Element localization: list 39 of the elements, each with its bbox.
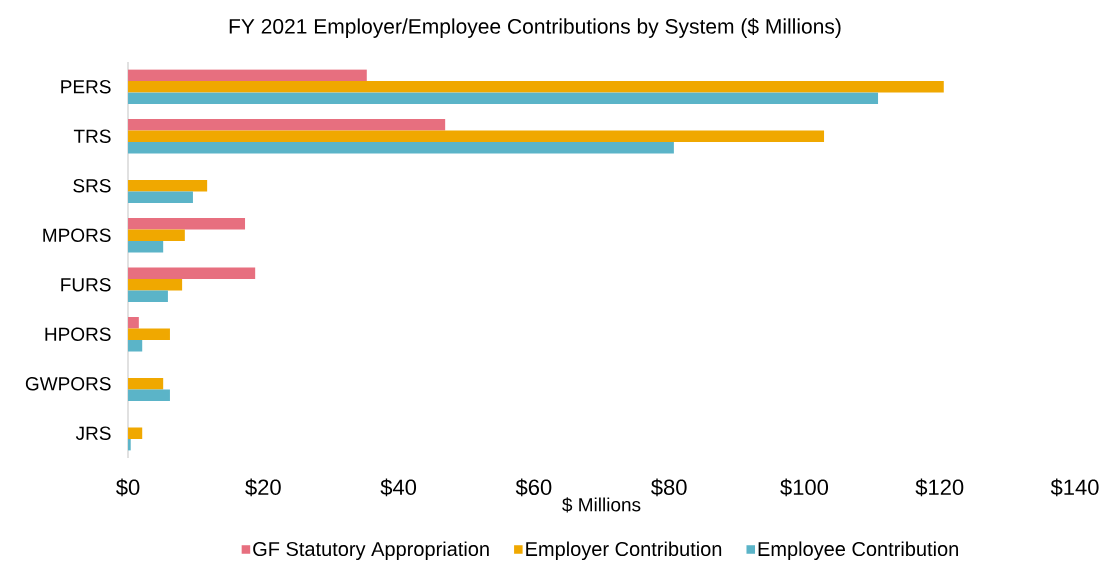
x-axis-title: $ Millions: [562, 497, 641, 513]
x-tick-label: $140: [1050, 478, 1099, 497]
x-tick-label: $20: [245, 478, 281, 497]
y-tick-label: GWPORS: [25, 377, 111, 391]
chart-title: FY 2021 Employer/Employee Contributions by System ($ Millions): [229, 18, 841, 38]
y-tick-label: HPORS: [45, 327, 111, 341]
bar: [128, 267, 256, 279]
bar: [128, 69, 367, 81]
y-tick-label: FURS: [61, 278, 111, 292]
bar: [128, 279, 183, 291]
x-tick-label: $120: [915, 478, 964, 497]
bar: [128, 389, 170, 401]
x-tick-label: $80: [651, 478, 687, 497]
y-tick-label: JRS: [75, 426, 111, 440]
bar: [128, 119, 446, 131]
bar: [128, 130, 825, 142]
bar: [128, 92, 879, 104]
x-tick-label: $40: [380, 478, 417, 497]
x-tick-label: $60: [515, 478, 552, 497]
bar: [128, 81, 944, 93]
bar: [128, 191, 193, 203]
legend-label: Employee Contribution: [758, 541, 958, 561]
bar: [128, 229, 185, 241]
bar: [128, 142, 674, 154]
bar: [128, 241, 164, 253]
y-tick-label: SRS: [73, 179, 111, 193]
y-tick-label: MPORS: [43, 228, 111, 242]
bar: [128, 427, 143, 439]
y-tick-label: PERS: [61, 80, 111, 94]
bar: [128, 180, 208, 192]
bar: [128, 290, 168, 302]
bar: [128, 328, 170, 340]
x-tick-label: $0: [116, 478, 140, 497]
bar: [128, 218, 246, 230]
bar: [128, 378, 164, 390]
y-tick-label: TRS: [73, 129, 111, 143]
legend-label: GF Statutory Appropriation: [253, 541, 489, 561]
x-tick-label: $100: [780, 478, 829, 497]
legend-label: Employer Contribution: [526, 541, 722, 561]
